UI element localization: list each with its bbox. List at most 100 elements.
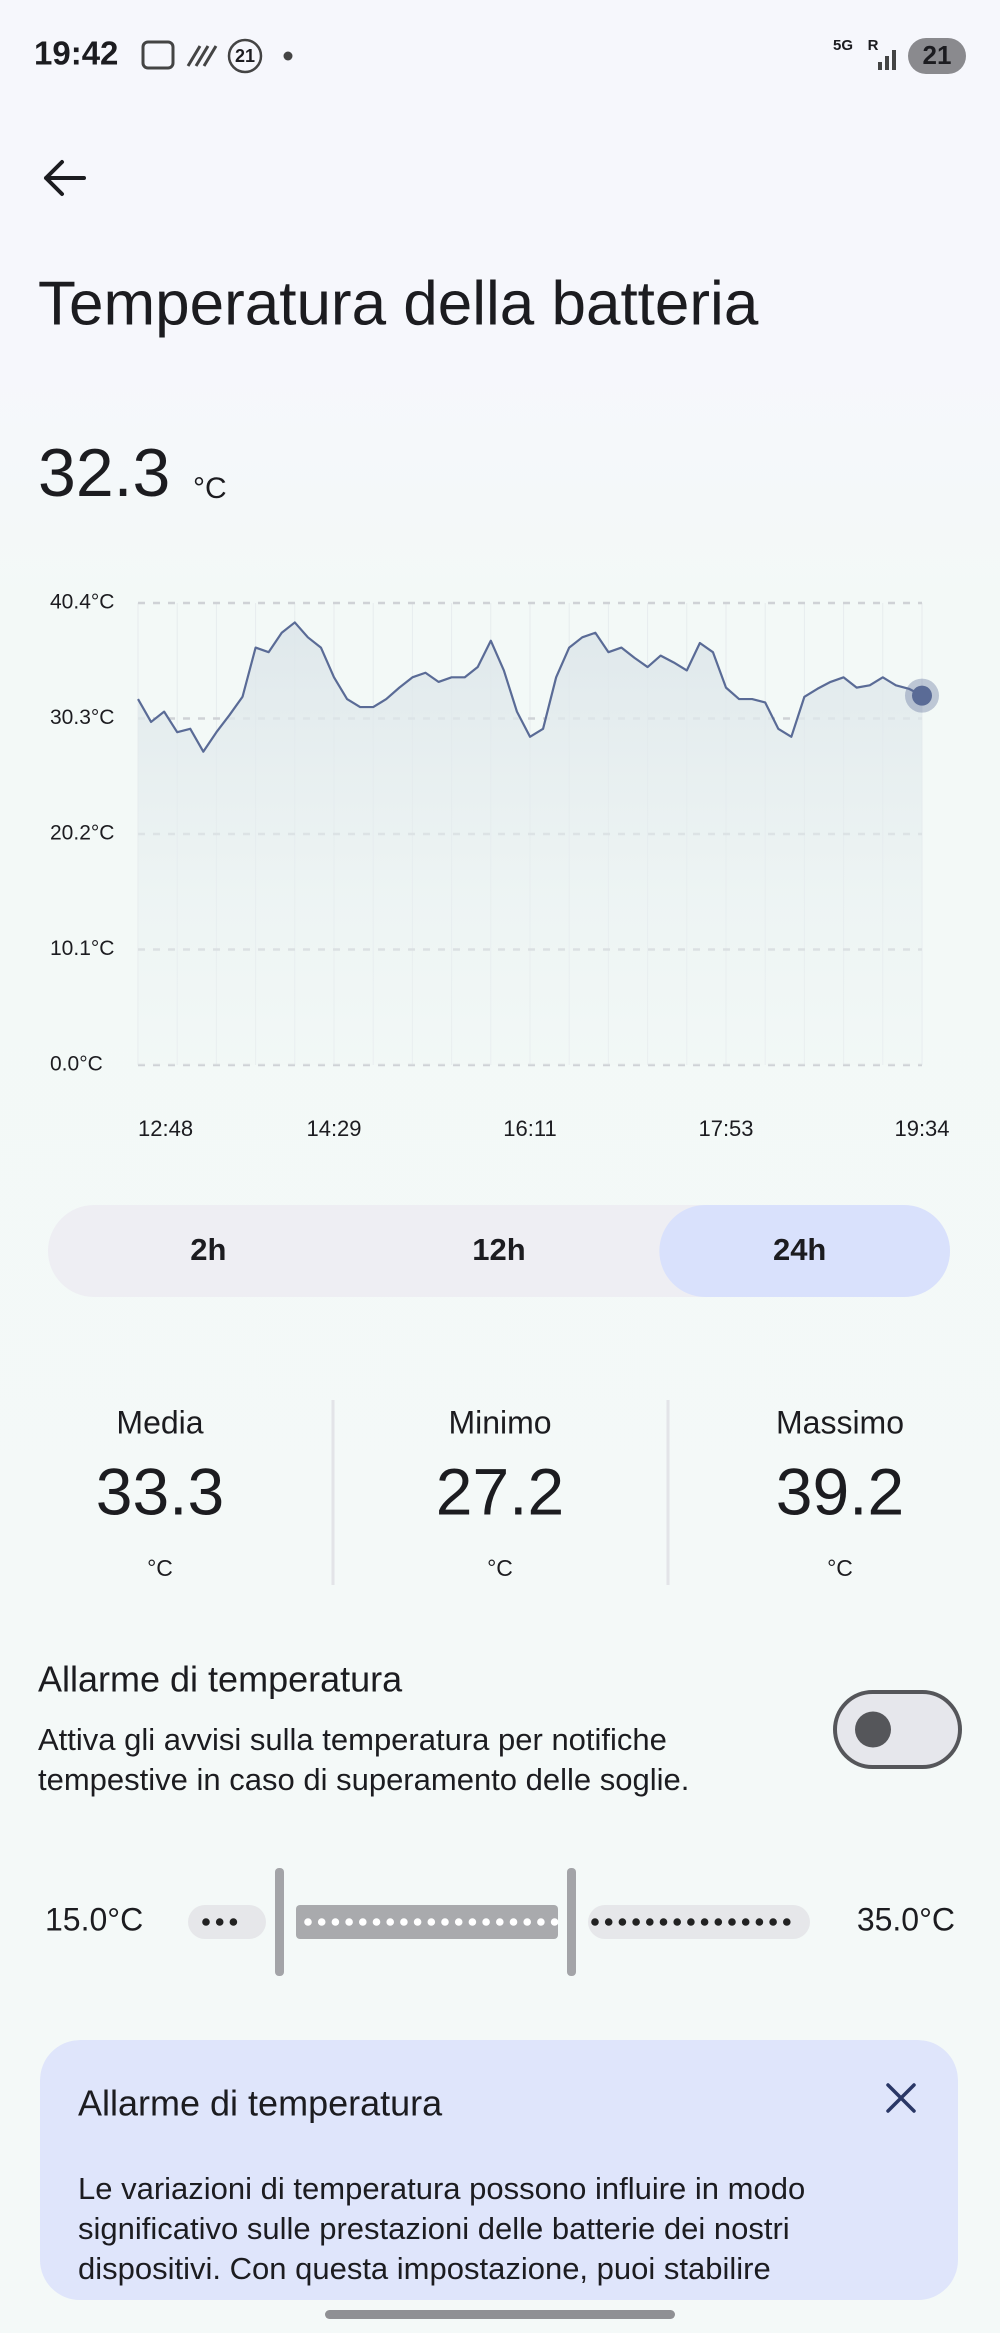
segment-option[interactable]: 12h xyxy=(472,1232,525,1267)
stat-label: Media xyxy=(116,1404,203,1440)
stat-value: 27.2 xyxy=(436,1454,564,1528)
segment-option[interactable]: 24h xyxy=(773,1232,826,1267)
card-text: Le variazioni di temperatura possono inf… xyxy=(78,2171,805,2206)
slider-dot xyxy=(400,1918,408,1926)
slider-dot xyxy=(537,1918,545,1926)
slider-dot xyxy=(755,1918,764,1926)
slider-min-label: 15.0°C xyxy=(45,1901,143,1937)
close-button[interactable] xyxy=(886,2083,916,2113)
slider-dot xyxy=(359,1918,367,1926)
slider-dot xyxy=(441,1918,449,1926)
status-badge-ring xyxy=(227,38,263,74)
slider-dot xyxy=(372,1918,381,1926)
battery-level: 21 xyxy=(923,40,952,70)
slider-dot xyxy=(454,1918,463,1926)
slider-handle-min[interactable] xyxy=(275,1868,284,1976)
gesture-bar xyxy=(325,2310,675,2319)
card-bg xyxy=(40,2040,958,2300)
stat-value: 39.2 xyxy=(776,1454,904,1528)
current-value: 32.3 xyxy=(38,435,170,511)
slider-dot xyxy=(468,1918,477,1926)
status-time: 19:42 xyxy=(34,35,118,72)
area xyxy=(138,622,922,1065)
segments: 2h 12h 24h xyxy=(190,1205,950,1297)
slider-dot xyxy=(317,1918,326,1926)
card-text: dispositivi. Con questa impostazione, pu… xyxy=(78,2251,771,2286)
slider-dot xyxy=(618,1918,627,1926)
toggle-knob[interactable] xyxy=(855,1711,891,1748)
slider-dot xyxy=(496,1918,504,1926)
alarm-description: Attiva gli avvisi sulla temperatura per … xyxy=(38,1722,667,1757)
alarm-toggle[interactable] xyxy=(833,1690,962,1769)
segment-selected xyxy=(659,1205,950,1297)
slider-handle-max[interactable] xyxy=(567,1868,576,1976)
roaming: R xyxy=(868,37,879,54)
slider-dot xyxy=(741,1918,750,1926)
y-tick-label: 40.4°C xyxy=(50,591,114,614)
slider-dot xyxy=(783,1918,791,1926)
stat-unit: °C xyxy=(487,1555,513,1581)
slider-dot xyxy=(591,1918,599,1926)
slider-dot xyxy=(632,1918,640,1926)
x-tick-label: 14:29 xyxy=(306,1116,361,1141)
stat-value: 33.3 xyxy=(96,1454,224,1528)
slider-dot xyxy=(509,1918,518,1926)
info-card: Allarme di temperatura Le variazioni di … xyxy=(40,2040,958,2300)
x-tick-label: 16:11 xyxy=(503,1116,556,1141)
status-icon xyxy=(186,45,218,67)
chart: 0.0°C 10.1°C 20.2°C 30.3°C 40.4°C 12:48 14:29 1… xyxy=(50,591,950,1141)
slider-selected-range xyxy=(296,1905,558,1939)
slider-dot xyxy=(673,1918,681,1926)
network-type: 5G xyxy=(833,37,853,54)
alarm-title: Allarme di temperatura xyxy=(38,1659,403,1700)
slider-dot xyxy=(386,1918,395,1926)
y-tick-label: 0.0°C xyxy=(50,1053,103,1076)
stats: Media 33.3 °C Minimo 27.2 °C Massimo 39.2 °C xyxy=(96,1404,904,1581)
slider-dot xyxy=(215,1918,224,1926)
slider-dot xyxy=(427,1918,436,1926)
slider-track xyxy=(188,1905,266,1939)
x-tick-label: 17:53 xyxy=(698,1116,753,1141)
slider-dot xyxy=(304,1918,312,1926)
slider-dot xyxy=(687,1918,695,1926)
signal xyxy=(878,50,896,70)
slider-dot xyxy=(604,1918,613,1926)
card-title: Allarme di temperatura xyxy=(78,2083,443,2124)
slider-dot xyxy=(550,1918,559,1926)
status-icon xyxy=(141,40,175,70)
stat-label: Minimo xyxy=(448,1404,551,1440)
slider-dot xyxy=(646,1918,654,1926)
status-badge: 21 xyxy=(235,46,255,66)
alarm-description: tempestive in caso di superamento delle … xyxy=(38,1762,689,1797)
slider-dot xyxy=(523,1918,531,1926)
slider-dot xyxy=(659,1918,668,1926)
slider-dots xyxy=(202,1918,791,1926)
slider-dot xyxy=(700,1918,709,1926)
stat-label: Massimo xyxy=(776,1404,904,1440)
page-title: Temperatura della batteria xyxy=(38,269,759,338)
slider-dot xyxy=(202,1918,210,1926)
toggle-track[interactable] xyxy=(833,1690,962,1769)
slider-dot xyxy=(345,1918,353,1926)
y-tick-label: 20.2°C xyxy=(50,822,114,845)
slider-track xyxy=(588,1905,810,1939)
slider-dot xyxy=(482,1918,490,1926)
back-button[interactable] xyxy=(44,160,86,196)
current-unit: °C xyxy=(193,472,227,505)
y-tick-label: 10.1°C xyxy=(50,937,114,960)
slider-dot xyxy=(728,1918,736,1926)
slider-dot xyxy=(229,1918,238,1926)
slider-dot xyxy=(714,1918,723,1926)
slider-dot xyxy=(769,1918,777,1926)
stat-unit: °C xyxy=(827,1555,853,1581)
current-point xyxy=(912,685,932,706)
line xyxy=(137,621,923,753)
x-tick-label: 19:34 xyxy=(894,1116,949,1141)
card-text: significativo sulle prestazioni delle ba… xyxy=(78,2211,790,2246)
segment-option[interactable]: 2h xyxy=(190,1232,226,1267)
stat-unit: °C xyxy=(147,1555,173,1581)
status-dot xyxy=(283,51,293,61)
